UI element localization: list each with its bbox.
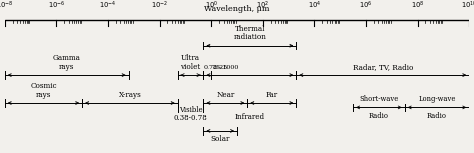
- Text: $10^{-2}$: $10^{-2}$: [151, 0, 168, 11]
- Text: Far: Far: [266, 91, 278, 99]
- Text: Infrared: Infrared: [235, 113, 265, 121]
- Text: 0.78-25: 0.78-25: [204, 65, 228, 70]
- Text: $10^{-4}$: $10^{-4}$: [100, 0, 117, 11]
- Text: Visible
0.38-0.78: Visible 0.38-0.78: [173, 106, 208, 122]
- Text: Thermal
radiation: Thermal radiation: [234, 25, 266, 41]
- Text: Radio: Radio: [427, 112, 447, 120]
- Text: Solar: Solar: [210, 135, 230, 143]
- Text: Long-wave: Long-wave: [419, 95, 456, 103]
- Text: $10^{10}$: $10^{10}$: [461, 0, 474, 11]
- Text: 25-1000: 25-1000: [212, 65, 239, 70]
- Text: Gamma
rays: Gamma rays: [53, 54, 81, 71]
- Text: Radio: Radio: [369, 112, 389, 120]
- Text: $10^{8}$: $10^{8}$: [411, 0, 424, 11]
- Text: $10^{4}$: $10^{4}$: [308, 0, 321, 11]
- Text: Short-wave: Short-wave: [359, 95, 399, 103]
- Text: Near: Near: [216, 91, 235, 99]
- Text: $10^{6}$: $10^{6}$: [359, 0, 373, 11]
- Text: $10^{2}$: $10^{2}$: [256, 0, 269, 11]
- Text: $10^{0}$: $10^{0}$: [205, 0, 218, 11]
- Text: X-rays: X-rays: [118, 91, 141, 99]
- Text: $10^{-8}$: $10^{-8}$: [0, 0, 13, 11]
- Text: Wavelength, μm: Wavelength, μm: [204, 5, 270, 13]
- Text: Cosmic
rays: Cosmic rays: [30, 82, 57, 99]
- Text: Radar, TV, Radio: Radar, TV, Radio: [353, 63, 413, 71]
- Text: Ultra
violet: Ultra violet: [181, 54, 201, 71]
- Text: $10^{-6}$: $10^{-6}$: [48, 0, 65, 11]
